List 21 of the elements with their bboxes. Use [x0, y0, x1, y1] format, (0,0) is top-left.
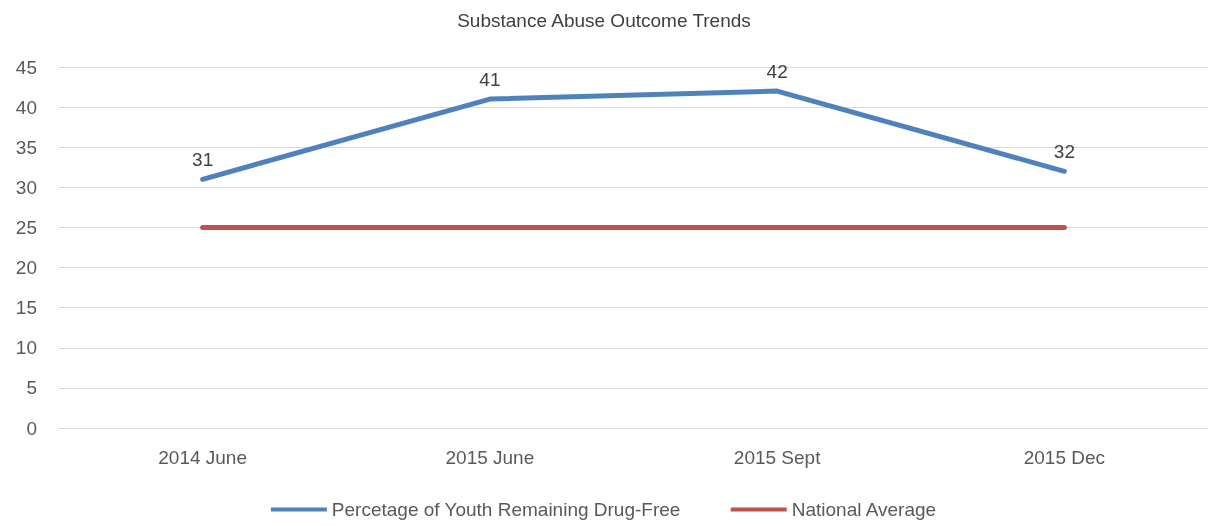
y-tick-label: 15: [15, 297, 37, 319]
y-tick-label: 20: [15, 257, 37, 279]
data-label: 32: [1053, 141, 1075, 163]
y-tick-label: 5: [26, 377, 37, 399]
legend-label: National Average: [791, 499, 937, 520]
x-tick-label: 2015 Dec: [1023, 447, 1106, 468]
y-tick-label: 45: [15, 56, 37, 78]
y-tick-label: 0: [26, 417, 37, 439]
x-tick-label: 2015 Sept: [733, 447, 822, 468]
y-tick-label: 40: [15, 96, 37, 118]
x-tick-label: 2014 June: [158, 447, 247, 468]
data-label: 31: [192, 149, 214, 171]
y-tick-label: 10: [15, 337, 37, 359]
y-tick-label: 25: [15, 216, 37, 238]
legend-label: Percetage of Youth Remaining Drug-Free: [331, 499, 681, 520]
chart-title: Substance Abuse Outcome Trends: [457, 10, 751, 31]
data-label: 41: [479, 69, 501, 91]
x-tick-label: 2015 June: [445, 447, 535, 468]
data-label: 42: [766, 61, 788, 83]
y-tick-label: 35: [15, 136, 37, 158]
y-tick-label: 30: [15, 176, 37, 198]
